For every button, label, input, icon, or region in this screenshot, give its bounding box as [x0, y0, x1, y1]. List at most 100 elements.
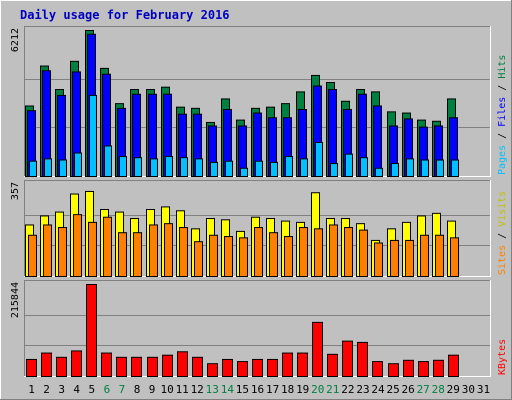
- bar-sites-fill: [374, 242, 383, 277]
- bar-kbytes: [282, 352, 293, 377]
- bar-sites: [344, 227, 353, 277]
- bar-sites: [420, 234, 429, 277]
- bar-kbytes-fill: [26, 358, 37, 378]
- bar-kbytes: [372, 361, 383, 377]
- bar-pages: [345, 153, 353, 177]
- bar-sites-fill: [329, 224, 338, 277]
- bar-pages: [360, 157, 368, 177]
- bar-kbytes-fill: [282, 352, 293, 377]
- bar-pages: [421, 159, 429, 178]
- bar-sites: [390, 239, 399, 277]
- bar-sites-fill: [390, 239, 399, 277]
- bar-kbytes-fill: [71, 350, 82, 377]
- bar-pages: [375, 167, 383, 178]
- bar-kbytes: [56, 356, 67, 378]
- bar-kbytes-fill: [388, 363, 399, 377]
- bar-kbytes-fill: [357, 341, 368, 378]
- bar-kbytes: [403, 359, 414, 378]
- legend-label: /: [497, 127, 508, 145]
- bar-sites-fill: [284, 236, 293, 277]
- bar-sites-fill: [405, 239, 414, 277]
- bar-sites: [224, 236, 233, 277]
- bar-kbytes-fill: [101, 352, 112, 377]
- x-tick-label: 5: [88, 383, 95, 396]
- x-tick-label: 23: [356, 383, 369, 396]
- bar-kbytes-fill: [207, 363, 218, 377]
- bar-files: [373, 105, 382, 177]
- bar-sites-fill: [179, 227, 188, 277]
- bar-sites: [88, 221, 97, 277]
- x-tick-label: 1: [28, 383, 35, 396]
- bar-kbytes: [192, 356, 203, 378]
- bar-sites: [239, 237, 248, 278]
- bar-pages-fill: [345, 153, 353, 177]
- bar-sites: [269, 232, 278, 277]
- bar-kbytes: [162, 354, 173, 378]
- legend-label: /: [497, 79, 508, 97]
- bar-kbytes: [222, 358, 233, 378]
- bar-pages-fill: [180, 157, 188, 177]
- bar-pages-fill: [119, 156, 127, 177]
- bar-pages: [89, 94, 97, 177]
- chart-title: Daily usage for February 2016: [20, 8, 230, 22]
- bar-kbytes: [207, 363, 218, 377]
- panel-bot: 215844 KBytes: [10, 280, 508, 378]
- bar-pages: [195, 158, 203, 178]
- bar-pages: [255, 160, 263, 177]
- x-tick-label: 30: [462, 383, 475, 396]
- bar-pages-fill: [134, 157, 142, 177]
- bar-sites: [194, 241, 203, 277]
- bar-sites: [314, 228, 323, 278]
- x-axis: 1 2 3 4 5 6 7 8 9 10 11 12 13 14 15 16 17 18 19 20 21 22 23 24 2…: [28, 383, 490, 396]
- bar-sites: [450, 237, 459, 278]
- bar-pages-fill: [240, 167, 248, 178]
- bar-sites: [58, 227, 67, 277]
- x-tick-label: 10: [160, 383, 173, 396]
- bar-sites-fill: [209, 234, 218, 277]
- x-tick-label: 7: [119, 383, 126, 396]
- bar-kbytes-fill: [237, 361, 248, 377]
- bar-pages-fill: [74, 152, 82, 177]
- x-tick-label: 26: [401, 383, 414, 396]
- bar-kbytes: [357, 341, 368, 378]
- bar-kbytes-fill: [342, 340, 353, 377]
- bar-sites-fill: [133, 232, 142, 277]
- bar-sites-fill: [224, 236, 233, 277]
- bar-pages-fill: [285, 156, 293, 177]
- bar-pages: [285, 156, 293, 177]
- bar-pages: [44, 158, 52, 178]
- y-max-label: 6212: [10, 28, 21, 52]
- bar-kbytes-fill: [267, 358, 278, 378]
- bar-sites-fill: [420, 234, 429, 277]
- bar-kbytes: [252, 358, 263, 378]
- bar-sites: [28, 234, 37, 277]
- bar-pages: [29, 160, 37, 177]
- bar-pages-fill: [451, 159, 459, 178]
- bar-sites-fill: [103, 216, 112, 277]
- bar-kbytes: [388, 363, 399, 377]
- bar-sites-fill: [118, 232, 127, 277]
- x-tick-label: 14: [221, 383, 235, 396]
- bar-sites-fill: [450, 237, 459, 278]
- bar-kbytes-fill: [418, 361, 429, 377]
- bar-pages: [330, 163, 338, 178]
- bar-kbytes: [267, 358, 278, 378]
- bar-pages: [391, 163, 399, 178]
- bar-kbytes: [418, 361, 429, 377]
- bar-kbytes: [237, 361, 248, 377]
- bar-pages: [240, 167, 248, 178]
- bar-kbytes-fill: [448, 354, 459, 378]
- bar-sites-fill: [359, 229, 368, 278]
- bar-sites: [359, 229, 368, 278]
- bar-sites: [374, 242, 383, 277]
- bar-pages-fill: [210, 161, 218, 177]
- bar-kbytes: [147, 356, 158, 378]
- bar-kbytes: [312, 321, 323, 378]
- bar-kbytes: [327, 353, 338, 378]
- bar-sites-fill: [73, 214, 82, 277]
- legend-top: Pages / Files / Hits: [497, 55, 508, 175]
- bar-pages-fill: [270, 161, 278, 177]
- bar-pages: [436, 159, 444, 178]
- bar-pages: [315, 141, 323, 177]
